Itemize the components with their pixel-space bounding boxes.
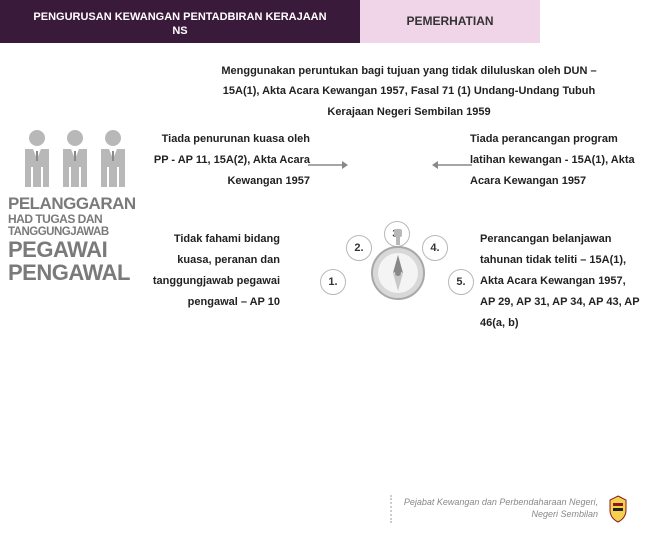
title-line2: NS: [8, 24, 352, 38]
people-icon-group: [8, 129, 142, 187]
point-1-text: Tidak fahami bidang kuasa, peranan dan t…: [140, 229, 280, 313]
compass-icon: [370, 229, 426, 305]
crest-icon: [606, 494, 630, 524]
footer-text: Pejabat Kewangan dan Perbendaharaan Nege…: [404, 497, 598, 520]
main-area: PELANGGARAN HAD TUGAS DAN TANGGUNGJAWAB …: [0, 129, 648, 389]
header-bar: PENGURUSAN KEWANGAN PENTADBIRAN KERAJAAN…: [0, 0, 648, 43]
footer: Pejabat Kewangan dan Perbendaharaan Nege…: [390, 494, 630, 524]
footer-line1: Pejabat Kewangan dan Perbendaharaan Nege…: [404, 497, 598, 509]
sidebar-line2: HAD TUGAS DAN: [8, 213, 142, 226]
point-2-text: Tiada penurunan kuasa oleh PP - AP 11, 1…: [150, 129, 310, 192]
sidebar-line5: PENGAWAL: [8, 261, 142, 284]
person-icon: [19, 129, 55, 187]
intro-text: Menggunakan peruntukan bagi tujuan yang …: [210, 61, 608, 124]
circle-1: 1.: [320, 269, 346, 295]
header-title: PENGURUSAN KEWANGAN PENTADBIRAN KERAJAAN…: [0, 0, 360, 43]
title-line1: PENGURUSAN KEWANGAN PENTADBIRAN KERAJAAN: [8, 10, 352, 24]
point-3-text: Tiada perancangan program latihan kewang…: [470, 129, 638, 192]
sidebar-line3: TANGGUNGJAWAB: [8, 226, 142, 238]
attention-label: PEMERHATIAN: [360, 0, 540, 43]
circle-5: 5.: [448, 269, 474, 295]
sidebar-line4: PEGAWAI: [8, 238, 142, 261]
footer-divider: [390, 495, 392, 523]
person-icon: [95, 129, 131, 187]
footer-line2: Negeri Sembilan: [404, 509, 598, 521]
point-4-text: Perancangan belanjawan tahunan tidak tel…: [480, 229, 642, 333]
arrow-icon: [432, 159, 472, 171]
circle-2: 2.: [346, 235, 372, 261]
sidebar-text: PELANGGARAN HAD TUGAS DAN TANGGUNGJAWAB …: [8, 195, 142, 284]
sidebar: PELANGGARAN HAD TUGAS DAN TANGGUNGJAWAB …: [0, 129, 150, 389]
arrow-icon: [308, 159, 348, 171]
sidebar-line1: PELANGGARAN: [8, 195, 142, 213]
person-icon: [57, 129, 93, 187]
content-diagram: Tiada penurunan kuasa oleh PP - AP 11, 1…: [150, 129, 648, 389]
